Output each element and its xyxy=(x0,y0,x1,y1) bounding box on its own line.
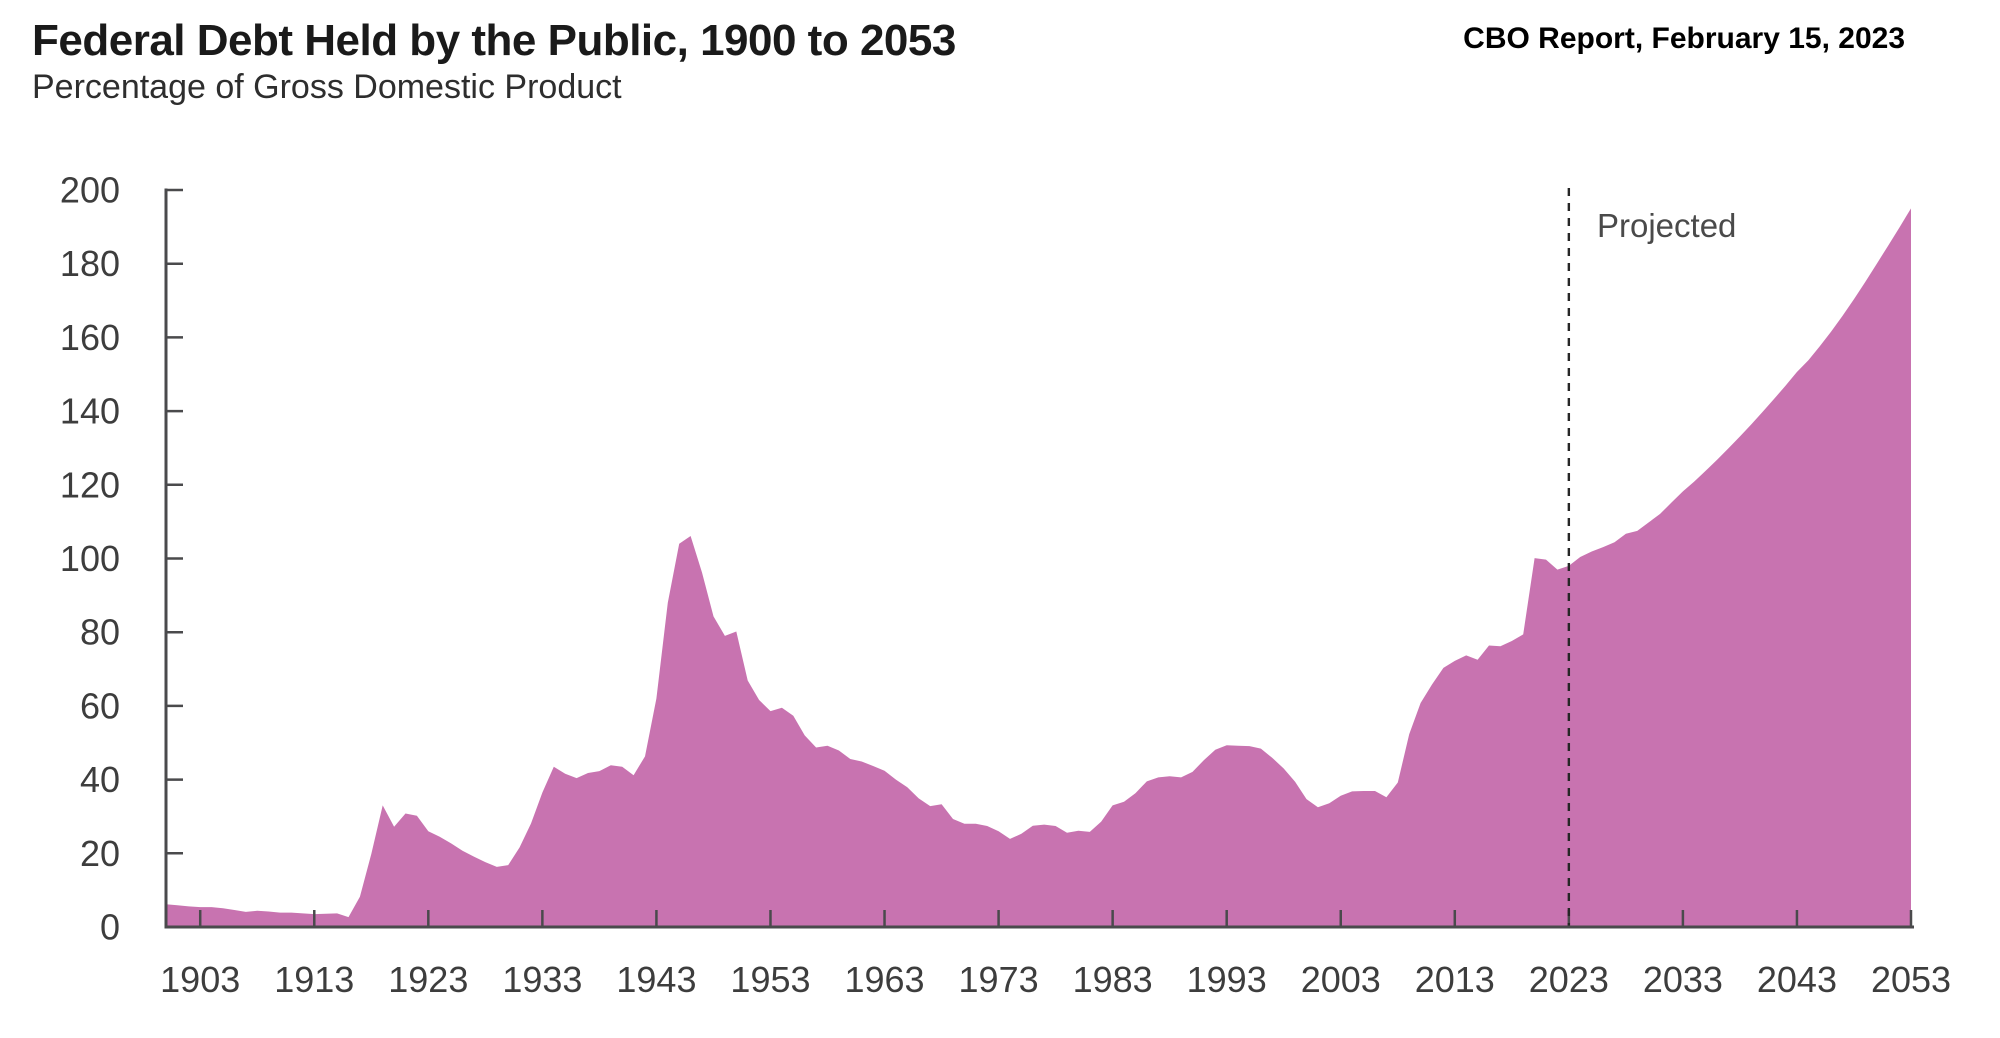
x-tick-label: 2033 xyxy=(1643,959,1723,1000)
tick-labels-layer: 0 20 40 60 80 100 120 140 160 180 200 1903 1913 1923 1… xyxy=(60,170,1951,1001)
y-tick-label: 100 xyxy=(60,538,120,579)
x-tick-label: 2023 xyxy=(1529,959,1609,1000)
x-tick-label: 1973 xyxy=(959,959,1039,1000)
y-tick-label: 120 xyxy=(60,464,120,505)
y-tick-label: 180 xyxy=(60,243,120,284)
y-tick-label: 160 xyxy=(60,317,120,358)
x-tick-label: 2043 xyxy=(1757,959,1837,1000)
x-tick-label: 1933 xyxy=(502,959,582,1000)
x-tick-label: 2003 xyxy=(1301,959,1381,1000)
ticks-layer xyxy=(166,188,1913,929)
y-tick-label: 60 xyxy=(80,685,120,726)
x-tick-label: 1923 xyxy=(388,959,468,1000)
y-tick-label: 200 xyxy=(60,170,120,211)
debt-area-series xyxy=(166,208,1911,927)
y-tick-label: 20 xyxy=(80,833,120,874)
x-tick-label: 1963 xyxy=(844,959,924,1000)
projected-label: Projected xyxy=(1597,207,1736,244)
y-tick-label: 80 xyxy=(80,612,120,653)
x-tick-label: 1943 xyxy=(616,959,696,1000)
y-tick-label: 140 xyxy=(60,391,120,432)
x-tick-label: 2013 xyxy=(1415,959,1495,1000)
page-subtitle: Percentage of Gross Domestic Product xyxy=(32,68,622,106)
area-layer xyxy=(166,208,1911,927)
x-tick-label: 1903 xyxy=(160,959,240,1000)
y-tick-label: 0 xyxy=(100,907,120,948)
report-caption: CBO Report, February 15, 2023 xyxy=(1463,22,1905,55)
x-tick-label: 2053 xyxy=(1871,959,1951,1000)
x-tick-label: 1913 xyxy=(274,959,354,1000)
x-tick-label: 1953 xyxy=(730,959,810,1000)
x-tick-label: 1993 xyxy=(1187,959,1267,1000)
page-title: Federal Debt Held by the Public, 1900 to… xyxy=(32,16,956,65)
x-tick-label: 1983 xyxy=(1073,959,1153,1000)
y-tick-label: 40 xyxy=(80,759,120,800)
